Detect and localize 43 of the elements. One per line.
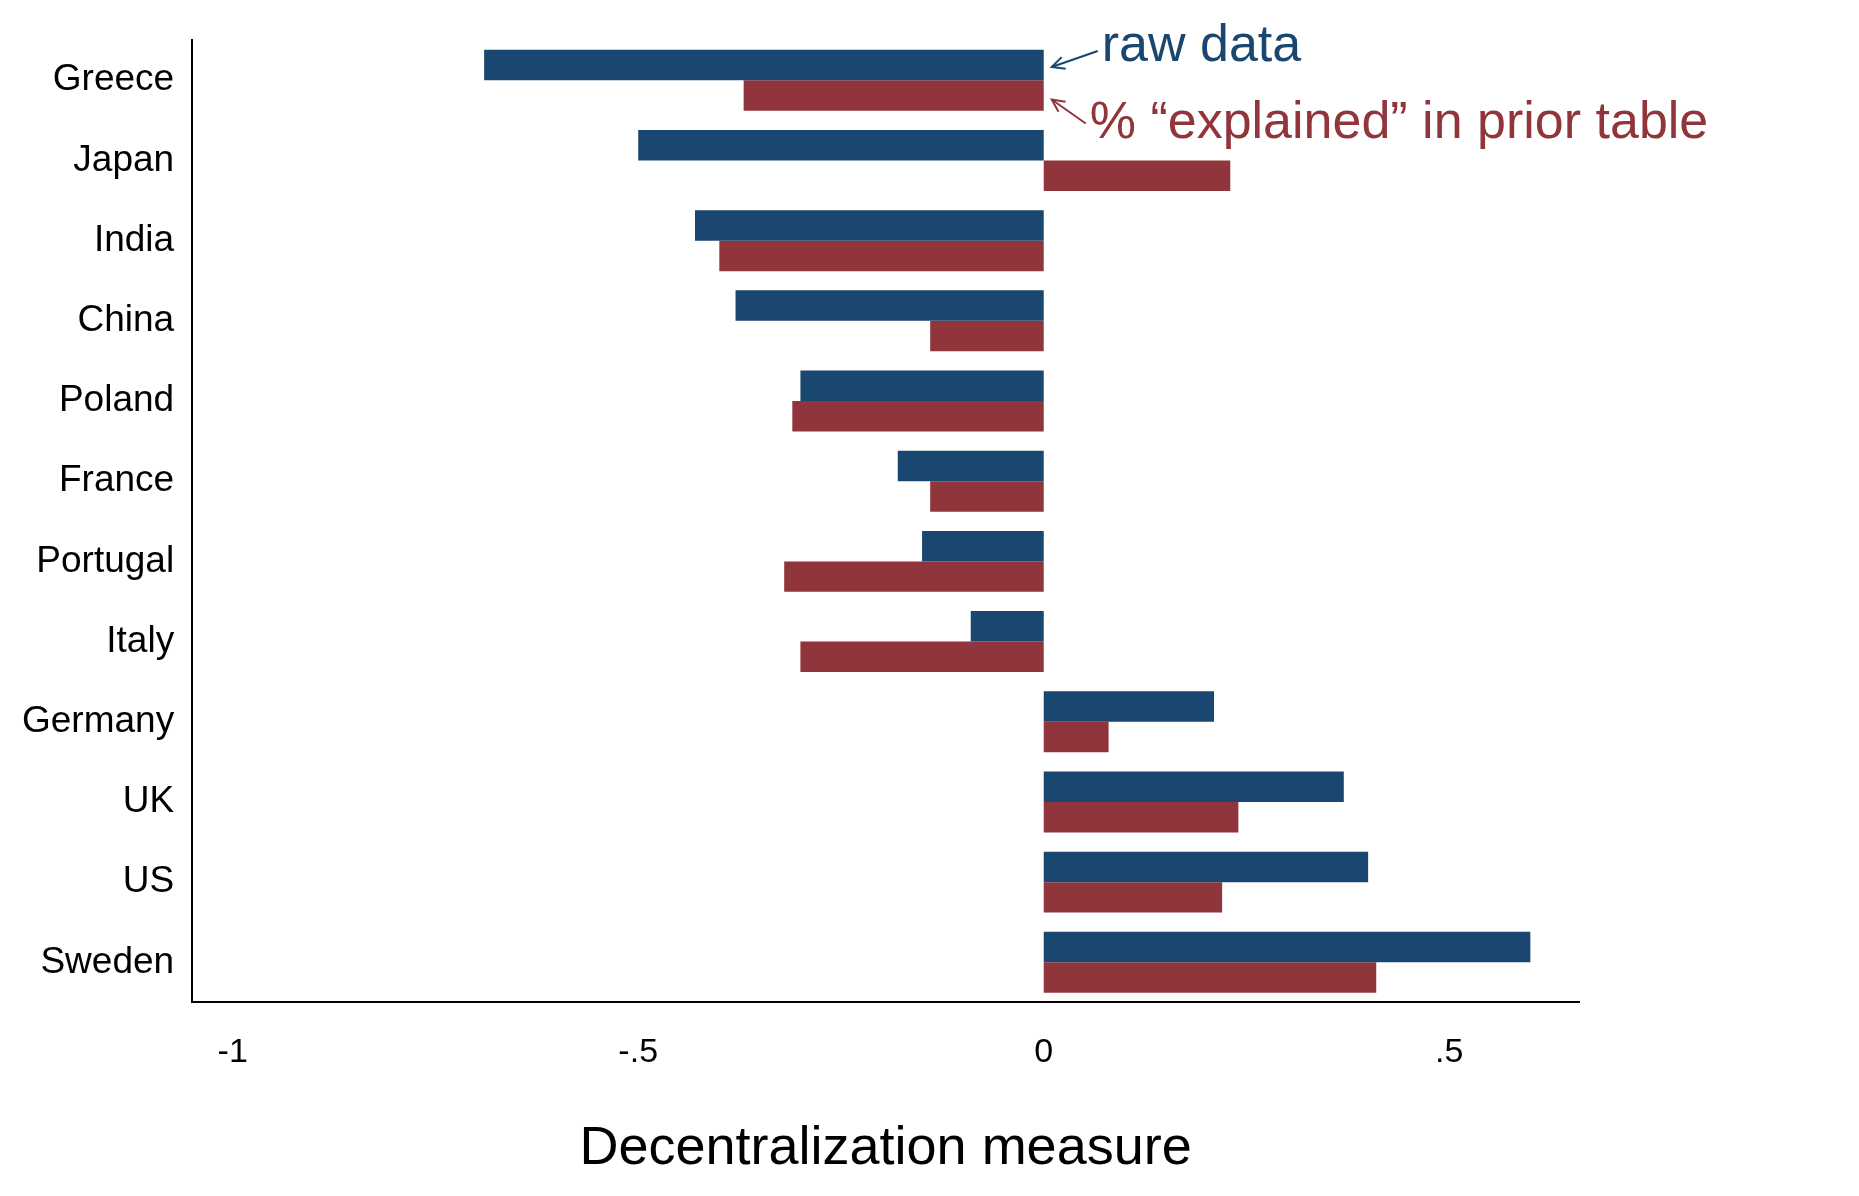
bar bbox=[1043, 771, 1344, 802]
x-tick-label: .5 bbox=[1435, 1031, 1464, 1070]
y-tick-label: China bbox=[77, 298, 175, 340]
x-tick-label: 0 bbox=[1034, 1031, 1054, 1070]
bar bbox=[735, 290, 1044, 321]
bar bbox=[922, 530, 1044, 562]
bar bbox=[970, 611, 1044, 642]
bar bbox=[800, 370, 1044, 402]
bar bbox=[930, 481, 1044, 512]
y-tick-label: UK bbox=[122, 779, 175, 821]
bar bbox=[743, 80, 1044, 111]
y-tick-label: India bbox=[93, 217, 175, 259]
x-axis-title: Decentralization measure bbox=[579, 1115, 1192, 1176]
bar bbox=[1043, 801, 1239, 833]
bar bbox=[1043, 882, 1223, 913]
bar bbox=[1043, 721, 1109, 753]
y-tick-label: Japan bbox=[73, 137, 175, 179]
bar bbox=[1043, 931, 1531, 963]
y-tick-label: Italy bbox=[106, 618, 175, 660]
y-tick-label: US bbox=[122, 859, 175, 901]
bar bbox=[784, 561, 1044, 592]
annotation: raw data bbox=[1101, 14, 1302, 73]
y-tick-label: France bbox=[59, 458, 175, 500]
y-tick-label: Greece bbox=[52, 57, 175, 99]
y-tick-label: Sweden bbox=[40, 939, 175, 981]
bar bbox=[484, 49, 1044, 81]
bar bbox=[1043, 160, 1231, 191]
bar bbox=[638, 130, 1044, 161]
y-tick-label: Poland bbox=[58, 378, 175, 420]
bar bbox=[1043, 691, 1215, 722]
x-tick-label: -.5 bbox=[618, 1031, 659, 1070]
y-tick-label: Portugal bbox=[36, 538, 175, 580]
annotation: % “explained” in prior table bbox=[1089, 90, 1709, 149]
bar bbox=[800, 641, 1044, 673]
bar bbox=[1043, 962, 1377, 993]
bar bbox=[694, 210, 1044, 241]
bar bbox=[930, 320, 1044, 352]
x-tick-label: -1 bbox=[217, 1031, 248, 1070]
y-tick-label: Germany bbox=[22, 698, 175, 740]
bar bbox=[792, 401, 1044, 432]
bar bbox=[719, 240, 1044, 272]
bar bbox=[1043, 851, 1369, 883]
bar bbox=[897, 450, 1044, 482]
